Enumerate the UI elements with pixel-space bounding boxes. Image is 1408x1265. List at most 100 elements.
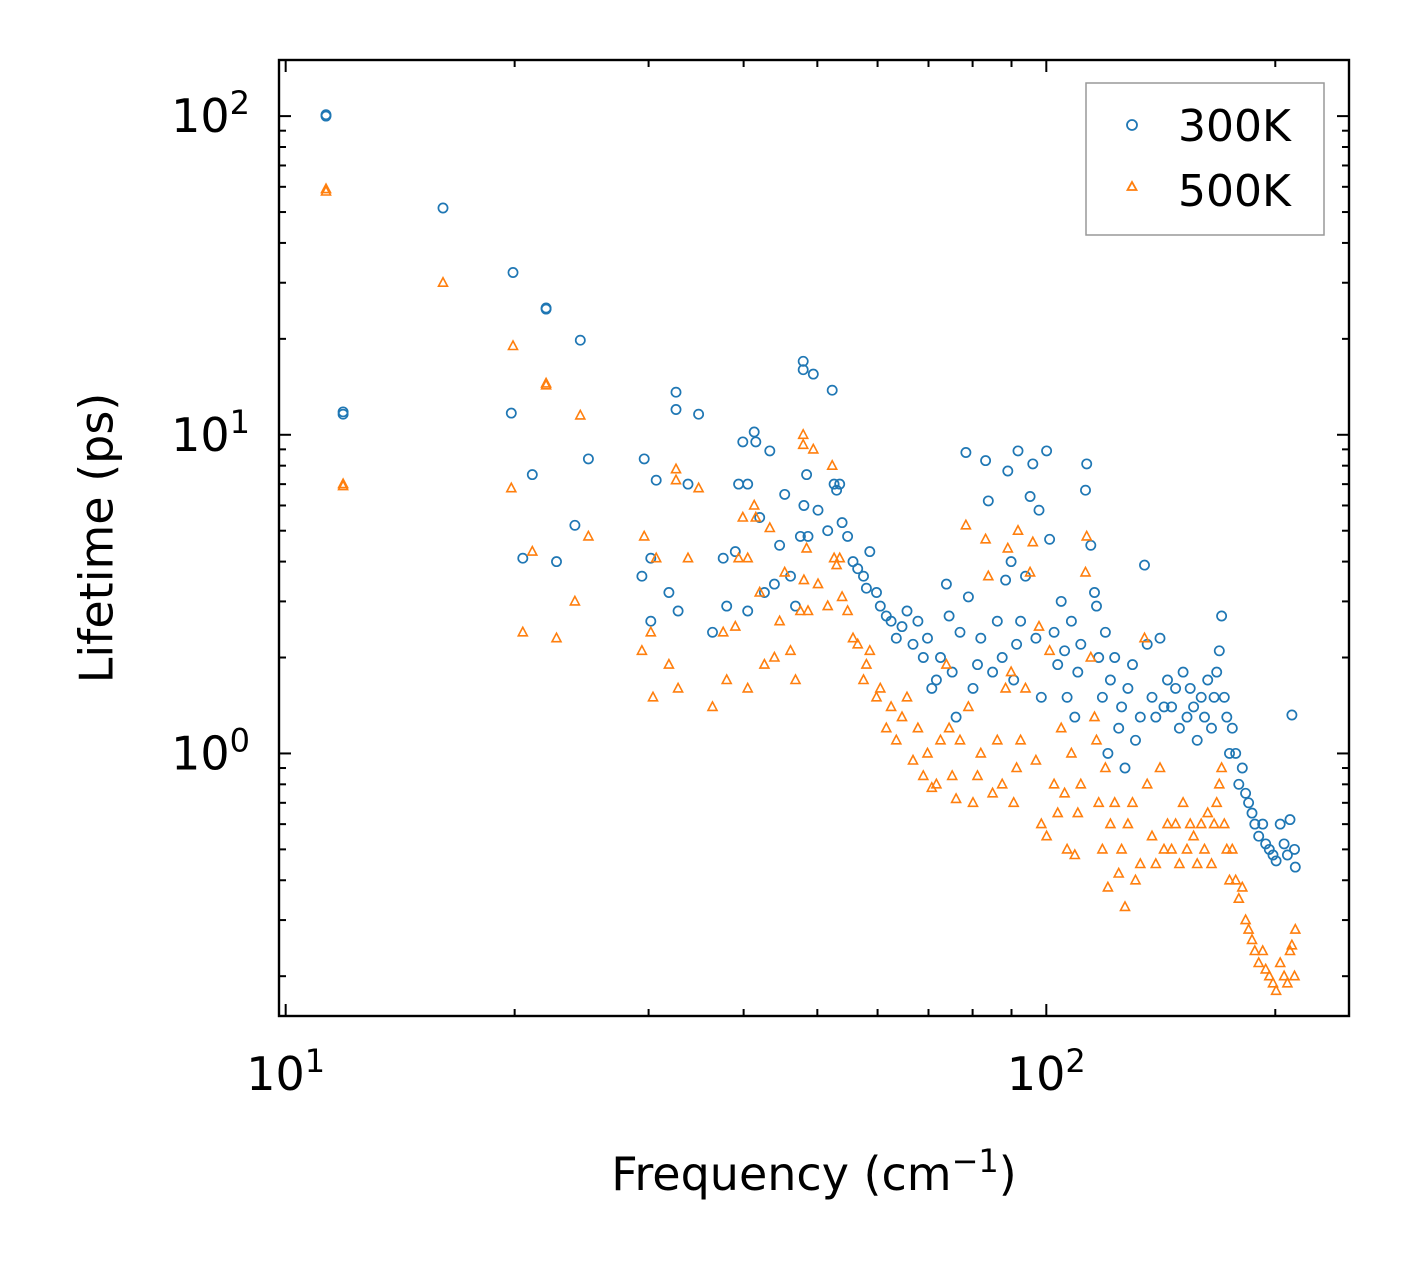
data-point-500k xyxy=(967,796,979,808)
data-point-500k xyxy=(1079,565,1092,577)
y-tick-label: 102 xyxy=(171,84,250,143)
x-tick-label-exponent: 2 xyxy=(1065,1042,1085,1080)
data-point-500k xyxy=(962,700,975,712)
data-point-500k xyxy=(1191,857,1204,869)
data-point-300k xyxy=(750,436,762,448)
data-point-500k xyxy=(505,481,518,493)
data-point-300k xyxy=(1044,533,1056,545)
data-point-300k xyxy=(1278,838,1290,850)
data-point-500k xyxy=(797,438,810,450)
data-point-500k xyxy=(1149,857,1162,869)
data-point-500k xyxy=(526,544,539,556)
data-point-300k xyxy=(826,384,838,396)
data-point-500k xyxy=(1181,842,1193,854)
data-point-300k xyxy=(729,546,741,558)
data-point-300k xyxy=(940,578,952,590)
data-point-300k xyxy=(1158,701,1170,713)
data-point-500k xyxy=(1084,650,1097,662)
data-point-500k xyxy=(1256,944,1269,956)
x-axis-label-superscript: −1 xyxy=(952,1142,999,1180)
data-point-500k xyxy=(802,604,814,616)
data-point-500k xyxy=(800,541,813,553)
data-point-300k xyxy=(1109,652,1121,663)
data-point-300k xyxy=(1002,465,1014,477)
data-point-500k xyxy=(1284,944,1296,956)
data-point-300k xyxy=(896,621,908,633)
data-point-300k xyxy=(834,478,846,490)
data-point-500k xyxy=(986,786,999,798)
data-point-300k xyxy=(582,453,594,465)
data-point-500k xyxy=(1229,873,1242,885)
data-point-500k xyxy=(1288,969,1301,981)
data-point-500k xyxy=(1108,796,1121,808)
data-point-500k xyxy=(1001,541,1014,553)
data-point-300k xyxy=(764,445,776,457)
data-point-300k xyxy=(1104,674,1116,686)
data-point-500k xyxy=(1141,777,1154,789)
data-point-300k xyxy=(802,530,814,542)
data-point-500k xyxy=(1281,976,1294,988)
data-point-500k xyxy=(1043,644,1056,656)
data-point-500k xyxy=(768,650,781,662)
data-point-500k xyxy=(337,477,349,489)
data-point-500k xyxy=(1007,796,1020,808)
data-point-500k xyxy=(636,644,648,656)
data-point-500k xyxy=(797,428,810,440)
data-point-300k xyxy=(871,587,882,598)
data-point-300k xyxy=(1246,807,1258,819)
data-point-500k xyxy=(1223,873,1236,885)
data-point-300k xyxy=(1170,682,1182,694)
data-point-300k xyxy=(946,666,958,678)
data-point-500k xyxy=(1024,565,1036,577)
data-point-500k xyxy=(1195,817,1208,829)
data-point-300k xyxy=(748,426,760,438)
data-point-300k xyxy=(1033,504,1045,516)
data-point-500k xyxy=(807,442,820,454)
data-point-500k xyxy=(1232,891,1245,904)
data-point-300k xyxy=(807,368,819,380)
data-point-500k xyxy=(999,681,1012,693)
data-point-300k xyxy=(337,408,349,420)
data-point-300k xyxy=(1150,711,1162,723)
data-point-300k xyxy=(1199,711,1210,723)
legend-box xyxy=(1085,82,1325,236)
data-point-300k xyxy=(1274,818,1286,830)
data-point-300k xyxy=(574,334,586,346)
data-point-500k xyxy=(582,529,595,541)
data-point-500k xyxy=(1239,913,1252,925)
data-point-500k xyxy=(320,184,332,196)
data-point-300k xyxy=(935,652,946,663)
data-point-300k xyxy=(1024,491,1036,502)
data-point-300k xyxy=(828,478,840,490)
data-point-500k xyxy=(507,339,519,351)
data-point-300k xyxy=(996,652,1008,663)
data-point-500k xyxy=(1005,665,1017,677)
data-point-300k xyxy=(831,484,843,496)
data-point-500k xyxy=(974,746,987,758)
data-point-500k xyxy=(896,710,908,722)
data-point-300k xyxy=(1080,484,1091,496)
data-point-300k xyxy=(1005,556,1017,568)
data-point-300k xyxy=(991,615,1003,627)
data-point-300k xyxy=(505,407,517,419)
data-point-500k xyxy=(670,462,682,474)
y-tick-label: 100 xyxy=(171,721,250,780)
data-point-500k xyxy=(996,777,1009,789)
data-point-300k xyxy=(670,404,682,415)
data-point-300k xyxy=(1260,838,1272,850)
data-point-500k xyxy=(1026,535,1039,547)
data-point-500k xyxy=(1033,619,1045,631)
data-point-300k xyxy=(1195,691,1207,703)
data-point-300k xyxy=(526,469,538,481)
data-point-300k xyxy=(1102,747,1114,759)
data-point-500k xyxy=(1169,817,1182,829)
data-point-500k xyxy=(1177,796,1189,808)
data-point-500k xyxy=(1035,817,1048,829)
data-point-300k xyxy=(1096,691,1108,703)
data-point-300k xyxy=(1206,722,1217,734)
data-point-300k xyxy=(1075,638,1087,650)
data-point-300k xyxy=(1249,818,1261,830)
data-point-500k xyxy=(1068,848,1081,860)
data-point-300k xyxy=(551,556,562,568)
